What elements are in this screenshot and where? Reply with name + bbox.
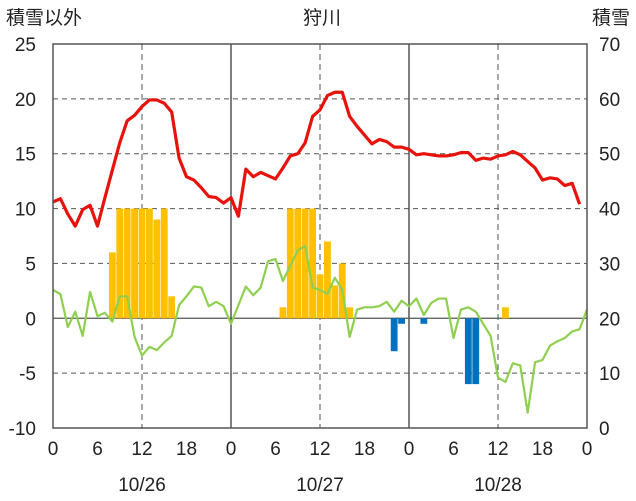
orange-bar (502, 307, 509, 319)
right-ytick-label: 30 (599, 254, 620, 275)
xtick-label: 0 (404, 439, 415, 460)
orange-bar (116, 208, 124, 319)
orange-bar (146, 208, 153, 319)
orange-bar (131, 208, 138, 319)
orange-bar (309, 208, 316, 319)
red-line (52, 90, 582, 228)
blue-bar (472, 318, 480, 385)
xtick-label: 18 (176, 439, 197, 460)
orange-bar (138, 208, 146, 319)
orange-bar (123, 208, 131, 319)
blue-bar (420, 318, 428, 324)
xtick-label: 6 (270, 439, 281, 460)
date-label: 10/27 (296, 475, 344, 496)
xtick-label: 0 (226, 439, 237, 460)
xtick-label: 12 (131, 439, 152, 460)
right-ytick-label: 50 (599, 145, 620, 166)
right-ytick-label: 0 (599, 419, 610, 440)
xtick-label: 18 (532, 439, 553, 460)
orange-bar (160, 208, 168, 319)
xtick-label: 12 (487, 439, 508, 460)
xtick-label: 0 (582, 439, 593, 460)
right-ytick-label: 20 (599, 309, 620, 330)
lines (52, 90, 589, 414)
right-ytick-label: 70 (599, 35, 620, 56)
xtick-label: 0 (48, 439, 59, 460)
orange-bar (108, 252, 116, 319)
right-ytick-label: 10 (599, 364, 620, 385)
left-ytick-label: 20 (15, 90, 36, 111)
blue-bar (390, 318, 398, 352)
left-ytick-label: -5 (19, 364, 36, 385)
orange-bar (168, 296, 176, 319)
left-ytick-label: 25 (15, 35, 36, 56)
bars (108, 208, 509, 385)
left-axis-label: 積雪以外 (6, 7, 82, 29)
date-label: 10/26 (118, 475, 166, 496)
xtick-label: 12 (309, 439, 330, 460)
plot-frame (52, 43, 588, 429)
left-ytick-label: -10 (9, 419, 36, 440)
date-label: 10/28 (474, 475, 522, 496)
orange-bar (346, 307, 354, 319)
orange-bar (301, 208, 309, 319)
orange-bar (153, 219, 161, 319)
left-ytick-label: 15 (15, 145, 36, 166)
orange-bar (294, 208, 302, 319)
right-axis-label: 積雪 (592, 7, 630, 29)
left-ytick-label: 5 (25, 254, 36, 275)
plot-border (52, 43, 588, 429)
orange-bar (324, 241, 331, 319)
blue-bar (398, 318, 405, 324)
orange-bar (316, 274, 324, 319)
orange-bar (279, 307, 287, 319)
xtick-label: 6 (92, 439, 103, 460)
right-ytick-label: 60 (599, 90, 620, 111)
blue-bar (464, 318, 472, 385)
green-line (52, 244, 589, 414)
xtick-label: 18 (354, 439, 375, 460)
right-ytick-label: 40 (599, 200, 620, 221)
left-ytick-label: 0 (25, 309, 36, 330)
chart-title: 狩川 (303, 7, 341, 29)
xtick-label: 6 (448, 439, 459, 460)
orange-bar (331, 285, 339, 319)
left-ytick-label: 10 (15, 200, 36, 221)
